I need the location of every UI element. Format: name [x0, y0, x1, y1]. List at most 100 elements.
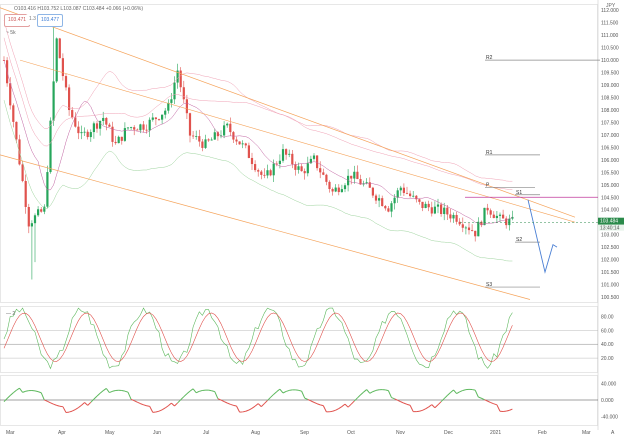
candle-body — [195, 136, 198, 137]
osc2-segment — [161, 407, 166, 411]
osc2-segment — [44, 399, 48, 402]
osc2-segment — [211, 390, 215, 393]
osc2-segment — [208, 389, 212, 392]
price-tick-label: 101.500 — [601, 270, 619, 276]
osc2-segment — [22, 390, 26, 393]
candle-body — [46, 172, 49, 207]
osc2-segment — [112, 390, 116, 392]
candle-body — [198, 136, 201, 142]
candle-body — [15, 121, 18, 140]
candle-body — [80, 132, 83, 134]
osc2-segment — [186, 390, 191, 395]
osc2-segment — [298, 389, 302, 392]
osc2-segment — [158, 409, 163, 412]
candle-body — [111, 126, 114, 142]
candle-body — [136, 129, 139, 131]
osc2-segment — [217, 398, 222, 401]
osc2-segment — [242, 410, 246, 413]
osc2-segment — [223, 401, 228, 404]
osc2-segment — [279, 388, 284, 394]
candle-body — [68, 87, 71, 111]
candle-body — [303, 171, 306, 174]
osc1-slow-line — [3, 312, 513, 362]
osc2-segment — [472, 389, 476, 391]
buy-button[interactable]: 103.477 — [37, 14, 64, 27]
candle-body — [467, 227, 471, 231]
osc2-segment — [189, 388, 194, 392]
osc2-segment — [341, 403, 346, 407]
candle-body — [340, 189, 343, 193]
candle-body — [27, 206, 30, 227]
osc2-tick-label: 0.000 — [601, 398, 614, 404]
moving-average — [3, 60, 513, 225]
osc2-segment — [102, 388, 107, 392]
candle-body — [167, 102, 170, 111]
osc2-segment — [75, 407, 79, 411]
candle-body — [374, 195, 378, 201]
osc2-segment — [310, 400, 315, 403]
osc2-segment — [164, 405, 169, 409]
candle-body — [343, 185, 347, 190]
time-tick-label: May — [105, 430, 115, 436]
osc2-segment — [332, 409, 336, 412]
osc2-segment — [3, 398, 8, 403]
candle-body — [312, 155, 316, 159]
osc2-segment — [419, 409, 423, 412]
candle-body — [368, 182, 371, 188]
candle-body — [170, 99, 173, 103]
candle-body — [483, 207, 486, 226]
candle-body — [89, 132, 92, 138]
candle-body — [440, 204, 443, 215]
candle-body — [241, 143, 244, 145]
price-tick-label: 110.500 — [601, 46, 619, 52]
osc2-segment — [25, 390, 29, 392]
indicator-caption[interactable]: ~ 5k — [6, 30, 16, 36]
osc2-segment — [199, 389, 203, 392]
candle-body — [365, 182, 368, 184]
candle-body — [52, 81, 55, 121]
osc2-segment — [127, 391, 132, 400]
candle-body — [74, 117, 77, 127]
osc2-segment — [227, 402, 231, 405]
osc2-segment — [397, 399, 402, 403]
candle-body — [359, 179, 362, 185]
time-tick-label: Jul — [203, 430, 209, 436]
osc2-segment — [19, 387, 24, 393]
osc2-segment — [93, 395, 98, 400]
candle-body — [409, 193, 412, 197]
candle-body — [502, 214, 505, 219]
oscillator-caption[interactable]: — 2 — [6, 311, 16, 317]
candle-body — [285, 149, 288, 155]
osc2-segment — [437, 401, 442, 406]
candle-body — [498, 214, 502, 216]
osc1-fast-line — [3, 307, 513, 370]
candle-body — [334, 187, 337, 192]
osc2-segment — [453, 389, 457, 394]
candle-body — [188, 113, 192, 136]
osc2-segment — [149, 406, 154, 413]
time-tick-label: Jun — [153, 430, 161, 436]
price-tick-label: 103.000 — [601, 233, 619, 239]
osc2-segment — [487, 400, 491, 404]
candle-body — [331, 189, 334, 192]
candle-body — [399, 187, 402, 191]
candle-body — [337, 187, 340, 193]
spread-value: 1.3 — [26, 14, 39, 25]
candle-body — [108, 124, 111, 127]
candle-body — [486, 207, 489, 211]
osc2-segment — [481, 397, 485, 401]
osc2-segment — [96, 392, 101, 397]
price-tick-label: 110.000 — [601, 58, 619, 64]
candle-body — [378, 198, 381, 201]
osc2-segment — [403, 402, 408, 405]
candle-body — [55, 38, 58, 82]
osc2-segment — [459, 390, 463, 393]
candle-body — [232, 132, 235, 140]
ohlc-readout: O103.416 H103.752 L103.087 C103.484 +0.0… — [14, 6, 143, 12]
osc2-segment — [90, 398, 95, 403]
candle-body — [92, 123, 95, 133]
osc2-segment — [431, 404, 436, 409]
upper-band-2 — [3, 37, 513, 190]
